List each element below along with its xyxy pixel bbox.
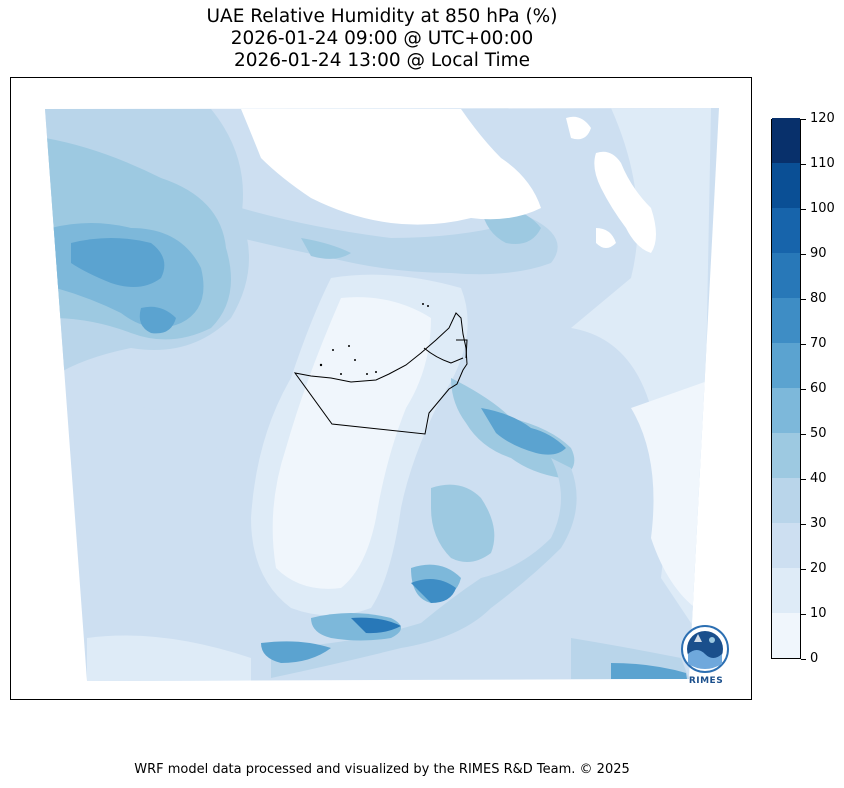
colorbar-tick: [801, 614, 806, 615]
colorbar-tick: [801, 164, 806, 165]
map-panel[interactable]: [10, 77, 752, 700]
field-south-6: [351, 617, 401, 634]
colorbar-band: [772, 117, 800, 163]
colorbar-band: [772, 207, 800, 253]
colorbar-band: [772, 477, 800, 523]
colorbar-band: [772, 432, 800, 478]
field-mask-east-3: [596, 228, 616, 248]
colorbar-tick-label: 50: [810, 426, 827, 441]
field-south-2: [431, 484, 495, 562]
colorbar-tick-label: 70: [810, 336, 827, 351]
colorbar-tick-label: 60: [810, 381, 827, 396]
colorbar-tick-label: 110: [810, 156, 835, 171]
rimes-logo: [681, 625, 729, 673]
colorbar-band: [772, 162, 800, 208]
field-oman-2: [481, 408, 566, 455]
colorbar-tick: [801, 119, 806, 120]
colorbar-tick-label: 80: [810, 291, 827, 306]
colorbar-tick: [801, 434, 806, 435]
colorbar-band: [772, 567, 800, 613]
title-line-2: 2026-01-24 09:00 @ UTC+00:00: [230, 28, 534, 49]
field-west: [71, 404, 241, 562]
colorbar-tick-label: 30: [810, 516, 827, 531]
colorbar-tick-label: 90: [810, 246, 827, 261]
field-south-7: [261, 641, 331, 663]
colorbar-tick: [801, 254, 806, 255]
colorbar-tick: [801, 479, 806, 480]
colorbar: [771, 117, 801, 659]
field-se-band-2: [611, 663, 687, 679]
colorbar-tick-label: 10: [810, 606, 827, 621]
colorbar-tick: [801, 569, 806, 570]
humidity-map: [45, 108, 719, 681]
colorbar-band: [772, 612, 800, 658]
field-north-band-3: [301, 238, 351, 259]
colorbar-tick-label: 40: [810, 471, 827, 486]
colorbar-tick-label: 20: [810, 561, 827, 576]
field-north-band: [241, 208, 558, 275]
field-sw-light: [87, 635, 251, 681]
colorbar-band: [772, 252, 800, 298]
field-east-lightest: [631, 378, 716, 618]
colorbar-band: [772, 387, 800, 433]
colorbar-tick: [801, 524, 806, 525]
footer-credit: WRF model data processed and visualized …: [134, 762, 630, 777]
logo-text: RIMES: [688, 676, 724, 686]
title-line-1: UAE Relative Humidity at 850 hPa (%): [206, 6, 558, 27]
field-desert-lightest: [272, 297, 431, 589]
colorbar-tick: [801, 209, 806, 210]
colorbar-band: [772, 522, 800, 568]
colorbar-tick-label: 0: [810, 651, 819, 666]
colorbar-tick: [801, 659, 806, 660]
colorbar-tick: [801, 299, 806, 300]
title-line-3: 2026-01-24 13:00 @ Local Time: [233, 50, 531, 71]
colorbar-tick-label: 100: [810, 201, 835, 216]
colorbar-band: [772, 297, 800, 343]
colorbar-tick-label: 120: [810, 111, 835, 126]
field-south-4: [411, 579, 456, 603]
colorbar-tick: [801, 344, 806, 345]
chart-title: UAE Relative Humidity at 850 hPa (%) 202…: [10, 6, 754, 72]
colorbar-band: [772, 342, 800, 388]
field-nw-4: [71, 238, 165, 287]
field-nw-5: [139, 306, 176, 334]
uae-islands: [319, 303, 429, 375]
colorbar-tick: [801, 389, 806, 390]
field-mask-east-2: [566, 116, 591, 140]
field-mask-east-1: [594, 151, 656, 253]
field-mask-iran: [241, 109, 541, 225]
humidity-field: [45, 108, 719, 681]
uae-border: [293, 312, 468, 435]
